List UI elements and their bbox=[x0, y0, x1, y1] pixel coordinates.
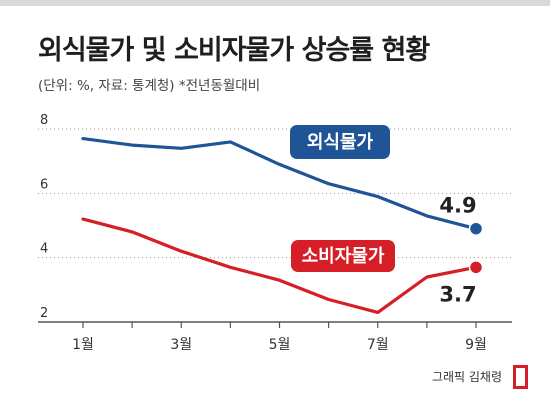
legend-label: 소비자물가 bbox=[302, 246, 385, 267]
chart-subtitle: (단위: %, 자료: 통계청) *전년동월대비 bbox=[38, 78, 261, 94]
x-tick-label: 5월 bbox=[269, 337, 291, 353]
data-label: 3.7 bbox=[439, 282, 476, 306]
data-label: 4.9 bbox=[439, 194, 476, 218]
y-tick-label: 4 bbox=[40, 242, 48, 257]
legend-box bbox=[291, 240, 395, 272]
graphic-credit: 그래픽 김채령 bbox=[431, 370, 502, 384]
x-tick-label: 1월 bbox=[72, 337, 94, 353]
series-end-point bbox=[468, 260, 484, 275]
y-tick-label: 2 bbox=[40, 306, 48, 321]
series-line-1 bbox=[81, 137, 478, 231]
y-tick-label: 8 bbox=[40, 113, 48, 128]
series-end-point bbox=[468, 221, 484, 236]
top-bar bbox=[0, 0, 550, 6]
y-tick-label: 6 bbox=[40, 177, 48, 192]
legend-box bbox=[290, 125, 390, 159]
series-line-2 bbox=[81, 217, 478, 314]
logo-icon bbox=[513, 365, 528, 389]
legend-label: 외식물가 bbox=[307, 132, 374, 153]
chart-title: 외식물가 및 소비자물가 상승률 현황 bbox=[38, 35, 430, 66]
x-tick-label: 9월 bbox=[465, 337, 487, 353]
x-tick-label: 7월 bbox=[367, 337, 389, 353]
x-tick-label: 3월 bbox=[170, 337, 192, 353]
